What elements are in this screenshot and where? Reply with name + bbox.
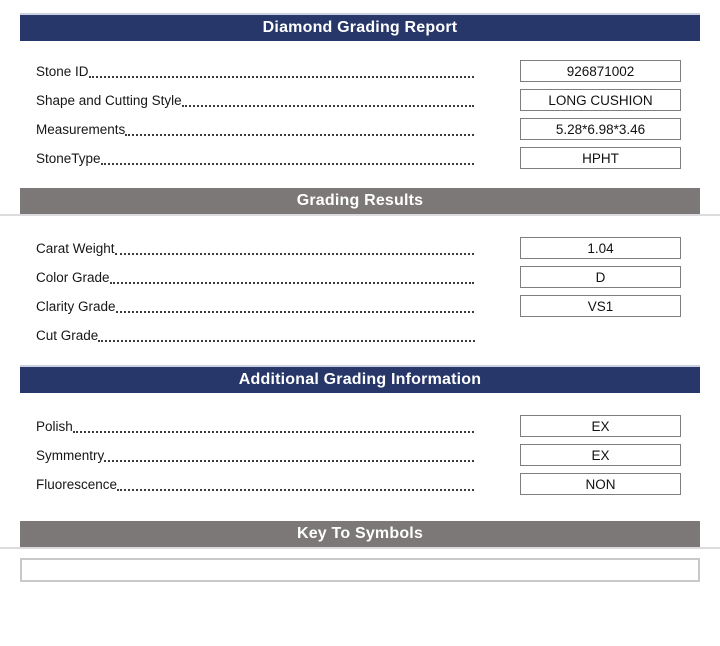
dotted-leader bbox=[125, 118, 474, 136]
field-row-carat-weight: Carat Weight 1.04 bbox=[36, 237, 681, 259]
field-label: Measurements bbox=[36, 121, 126, 137]
field-row-color-grade: Color Grade D bbox=[36, 266, 681, 288]
dotted-leader bbox=[117, 473, 474, 491]
field-value-box: HPHT bbox=[520, 147, 681, 169]
field-value-box: 5.28*6.98*3.46 bbox=[520, 118, 681, 140]
field-label: Symmentry bbox=[36, 447, 105, 463]
field-value-box: 1.04 bbox=[520, 237, 681, 259]
field-row-shape-and-cutting-style: Shape and Cutting Style LONG CUSHION bbox=[36, 89, 681, 111]
field-row-cut-grade: Cut Grade bbox=[36, 324, 681, 346]
dotted-leader bbox=[109, 266, 474, 284]
dotted-leader bbox=[104, 444, 474, 462]
section-header-diamond-grading-report: Diamond Grading Report bbox=[20, 13, 700, 41]
field-label: Fluorescence bbox=[36, 476, 118, 492]
key-to-symbols-panel bbox=[20, 558, 700, 582]
field-row-stone-id: Stone ID 926871002 bbox=[36, 60, 681, 82]
field-label: Carat Weight bbox=[36, 240, 115, 256]
dotted-leader bbox=[114, 237, 474, 255]
field-row-stone-type: StoneType HPHT bbox=[36, 147, 681, 169]
dotted-leader bbox=[181, 89, 474, 107]
field-label: Cut Grade bbox=[36, 327, 99, 343]
field-value-box: EX bbox=[520, 415, 681, 437]
field-row-clarity-grade: Clarity Grade VS1 bbox=[36, 295, 681, 317]
field-value-box: D bbox=[520, 266, 681, 288]
field-label: Shape and Cutting Style bbox=[36, 92, 182, 108]
section-title: Additional Grading Information bbox=[238, 371, 482, 388]
divider-line bbox=[0, 214, 720, 216]
identification-fields: Stone ID 926871002 Shape and Cutting Sty… bbox=[0, 60, 720, 169]
additional-grading-fields: Polish EX Symmentry EX Fluorescence NON bbox=[0, 415, 720, 495]
field-row-polish: Polish EX bbox=[36, 415, 681, 437]
divider-line bbox=[0, 547, 720, 549]
field-value-box: VS1 bbox=[520, 295, 681, 317]
dotted-leader bbox=[88, 60, 474, 78]
dotted-leader bbox=[72, 415, 474, 433]
section-title: Key To Symbols bbox=[296, 525, 424, 542]
field-value-box: EX bbox=[520, 444, 681, 466]
field-value-box: LONG CUSHION bbox=[520, 89, 681, 111]
section-header-additional-grading-information: Additional Grading Information bbox=[20, 365, 700, 393]
section-title: Diamond Grading Report bbox=[262, 19, 458, 36]
field-label: Polish bbox=[36, 418, 73, 434]
grading-results-fields: Carat Weight 1.04 Color Grade D Clarity … bbox=[0, 237, 720, 346]
field-value-box: 926871002 bbox=[520, 60, 681, 82]
section-title: Grading Results bbox=[296, 192, 424, 209]
field-label: StoneType bbox=[36, 150, 101, 166]
field-label: Stone ID bbox=[36, 63, 89, 79]
field-row-symmetry: Symmentry EX bbox=[36, 444, 681, 466]
field-row-fluorescence: Fluorescence NON bbox=[36, 473, 681, 495]
dotted-leader bbox=[98, 324, 475, 342]
section-header-grading-results: Grading Results bbox=[20, 188, 700, 214]
field-value-box: NON bbox=[520, 473, 681, 495]
dotted-leader bbox=[115, 295, 474, 313]
field-row-measurements: Measurements 5.28*6.98*3.46 bbox=[36, 118, 681, 140]
field-label: Clarity Grade bbox=[36, 298, 116, 314]
section-header-key-to-symbols: Key To Symbols bbox=[20, 521, 700, 547]
field-label: Color Grade bbox=[36, 269, 110, 285]
dotted-leader bbox=[100, 147, 474, 165]
